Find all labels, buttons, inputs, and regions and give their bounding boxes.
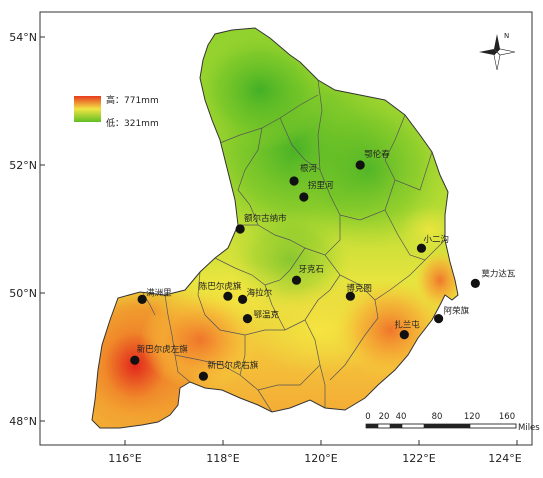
scale-label: 160: [499, 412, 515, 422]
city-label: 鄂温克: [254, 310, 280, 321]
lat-tick-label: 52°N: [9, 159, 37, 172]
city-marker: [137, 294, 147, 304]
city-marker: [235, 224, 245, 234]
city-marker: [470, 278, 480, 288]
city-marker: [399, 330, 409, 340]
lon-tick-label: 124°E: [488, 452, 521, 465]
city-label: 陈巴尔虎旗: [199, 281, 242, 292]
city-label: 新巴尔虎左旗: [137, 344, 189, 355]
city-marker: [223, 291, 233, 301]
north-arrow-icon: N: [479, 32, 516, 71]
lon-tick-label: 122°E: [402, 452, 435, 465]
scale-label: 40: [396, 412, 407, 422]
city-label: 满洲里: [146, 287, 172, 298]
city-marker: [416, 243, 427, 253]
city-label: 牙克石: [299, 265, 325, 275]
scale-label: 80: [432, 412, 443, 422]
lon-tick-label: 116°E: [108, 452, 141, 465]
county-boundaries: [142, 79, 446, 413]
city-marker: [130, 355, 140, 365]
lat-tick-label: 54°N: [9, 31, 37, 44]
city-marker: [198, 371, 208, 381]
city-marker: [238, 294, 248, 304]
city-label: 新巴尔虎右旗: [207, 360, 259, 371]
city-label: 小二沟: [423, 234, 449, 245]
city-label: 鄂伦春: [364, 149, 390, 160]
city-marker: [434, 314, 444, 324]
legend-high-label: 高：771mm: [106, 94, 159, 106]
city-label: 莫力达瓦: [481, 268, 516, 279]
city-marker: [291, 275, 302, 285]
city-marker: [355, 160, 365, 170]
lat-tick-label: 50°N: [9, 287, 37, 300]
city-marker: [289, 176, 299, 186]
city-marker: [299, 192, 309, 202]
scale-label: 20: [379, 412, 390, 422]
city-label: 阿荣旗: [444, 306, 470, 317]
longitude-axis: 116°E 118°E 120°E 122°E 124°E: [108, 440, 522, 465]
city-label: 博克图: [346, 283, 372, 294]
city-label: 根河: [300, 163, 318, 174]
legend: 高：771mm 低：321mm: [74, 94, 159, 129]
city-label: 额尔古纳市: [244, 213, 287, 224]
legend-color-ramp: [74, 96, 101, 122]
city-marker: [242, 314, 253, 324]
latitude-axis: 54°N 52°N 50°N 48°N: [9, 31, 45, 428]
city-label: 海拉尔: [247, 287, 273, 298]
scale-unit: Miles: [518, 423, 540, 433]
city-marker: [345, 291, 355, 301]
legend-low-label: 低：321mm: [106, 117, 159, 129]
lon-tick-label: 120°E: [304, 452, 337, 465]
scale-bar: 0 20 40 80 120 160 Miles: [365, 412, 540, 433]
lon-tick-label: 118°E: [206, 452, 239, 465]
city-label: 拐里河: [308, 180, 334, 191]
city-label: 扎兰屯: [394, 320, 420, 331]
lat-tick-label: 48°N: [9, 415, 37, 428]
north-label: N: [504, 32, 509, 40]
scale-label: 120: [464, 412, 480, 422]
scale-label: 0: [365, 412, 370, 422]
